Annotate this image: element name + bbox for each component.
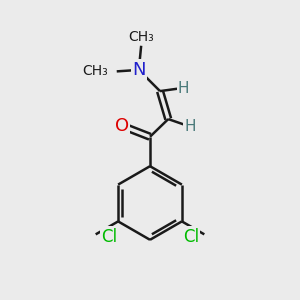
Text: H: H [178, 81, 189, 96]
Text: O: O [115, 117, 129, 135]
Text: N: N [132, 61, 146, 79]
Text: H: H [184, 118, 196, 134]
Text: CH₃: CH₃ [128, 30, 154, 44]
Text: Cl: Cl [183, 228, 199, 246]
Text: CH₃: CH₃ [82, 64, 108, 78]
Text: Cl: Cl [101, 228, 117, 246]
